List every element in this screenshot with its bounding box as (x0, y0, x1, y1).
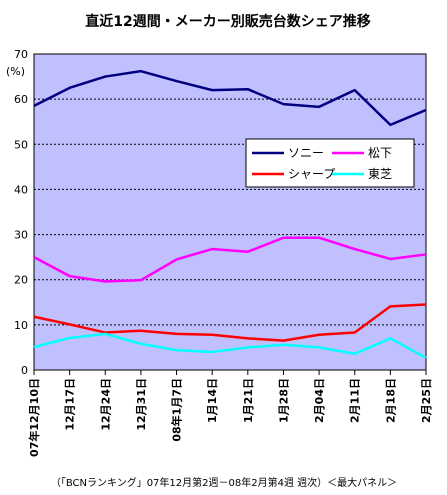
legend-label: 松下 (368, 146, 392, 160)
x-tick-label: 2月11日 (349, 378, 362, 423)
legend-label: 東芝 (368, 166, 392, 181)
series-line (33, 332, 427, 359)
x-axis-ticks: 07年12月10日 12月17日 12月24日 12月31日 08年1月7日 1月14日 1… (27, 370, 433, 457)
y-axis-ticks: 0 10 20 30 40 50 60 70 (14, 48, 28, 377)
y-axis-unit-label: (%) (6, 65, 25, 78)
series-line (33, 303, 427, 342)
chart-title: 直近12週間・メーカー別販売台数シェア推移 (85, 13, 370, 30)
x-tick-label: 12月31日 (135, 378, 148, 431)
x-tick-label: 2月04日 (313, 378, 326, 423)
x-tick-label: 12月24日 (99, 378, 112, 431)
x-tick-label: 2月18日 (384, 378, 397, 423)
y-tick-label: 60 (14, 93, 28, 106)
y-tick-label: 20 (14, 274, 28, 287)
x-tick-label: 07年12月10日 (27, 378, 41, 457)
series-line (33, 69, 427, 127)
series-lines (33, 69, 427, 359)
x-tick-label: 2月25日 (420, 378, 433, 423)
series-line (33, 236, 427, 283)
x-tick-label: 1月21日 (242, 378, 255, 423)
legend-box (245, 138, 415, 188)
legend-label: シャープ (288, 167, 335, 181)
x-tick-label: 12月17日 (64, 378, 77, 431)
y-tick-label: 0 (21, 364, 28, 377)
y-tick-label: 10 (14, 319, 28, 332)
legend-label: ソニー (288, 146, 324, 160)
y-tick-label: 70 (14, 48, 28, 61)
y-tick-label: 30 (14, 229, 28, 242)
plot-area (33, 53, 427, 371)
y-tick-label: 40 (14, 183, 28, 196)
x-tick-label: 08年1月7日 (170, 378, 184, 442)
chart-footer-note: （「BCNランキング」07年12月第2週－08年2月第4週 週次）＜最大パネル＞ (51, 476, 397, 489)
y-tick-label: 50 (14, 138, 28, 151)
x-tick-label: 1月14日 (206, 378, 219, 423)
x-tick-label: 1月28日 (277, 378, 290, 423)
